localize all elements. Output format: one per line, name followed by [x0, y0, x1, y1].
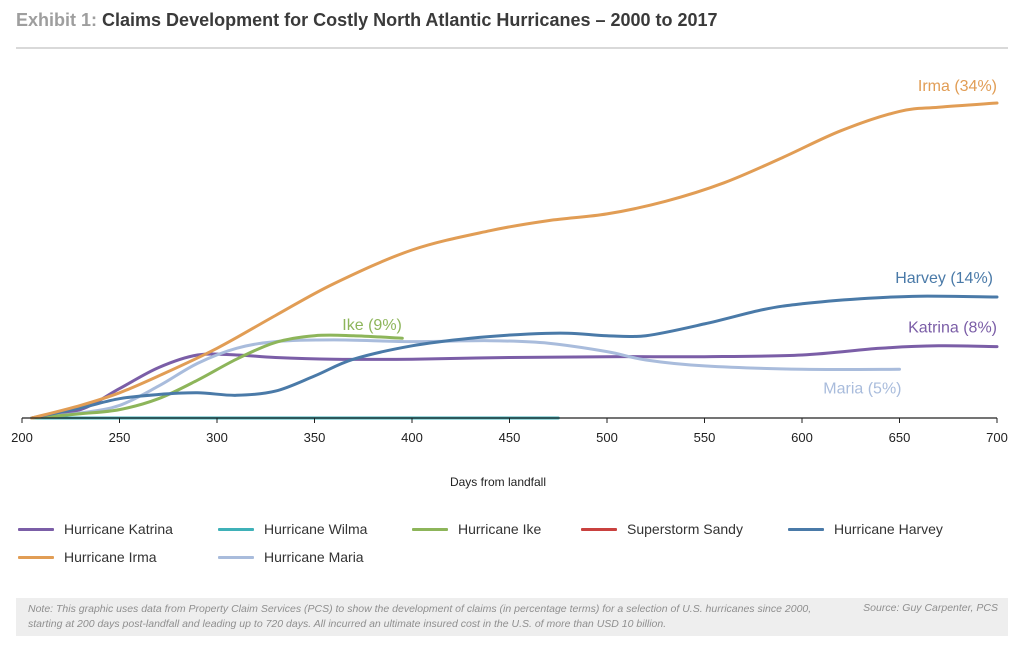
- legend-label: Hurricane Irma: [64, 549, 157, 565]
- end-label-hurricane-harvey: Harvey (14%): [895, 270, 993, 287]
- legend-label: Hurricane Maria: [264, 549, 364, 565]
- legend-label: Hurricane Ike: [458, 521, 542, 537]
- legend-label: Superstorm Sandy: [627, 521, 743, 537]
- chart-legend: Hurricane Katrina Hurricane Wilma Hurrican…: [18, 521, 1008, 581]
- legend-label: Hurricane Wilma: [264, 521, 368, 537]
- title-main: Claims Development for Costly North Atla…: [102, 10, 718, 30]
- x-tick-label: 350: [304, 430, 326, 445]
- series-line-hurricane-harvey: [30, 294, 999, 420]
- legend-swatch: [218, 555, 254, 559]
- legend-label: Hurricane Harvey: [834, 521, 943, 537]
- footer-note: Note: This graphic uses data from Proper…: [28, 603, 812, 630]
- footer-note-box: Note: This graphic uses data from Proper…: [16, 598, 1008, 636]
- series-layer: [30, 101, 999, 420]
- end-label-hurricane-katrina: Katrina (8%): [908, 320, 997, 337]
- title-divider: [16, 47, 1008, 49]
- x-tick-label: 450: [499, 430, 521, 445]
- x-tick-label: 250: [109, 430, 131, 445]
- legend-swatch: [218, 527, 254, 531]
- end-label-hurricane-irma: Irma (34%): [918, 78, 997, 95]
- legend-swatch: [18, 555, 54, 559]
- legend-item-hurricane-irma: Hurricane Irma: [18, 549, 157, 565]
- legend-item-hurricane-harvey: Hurricane Harvey: [788, 521, 943, 537]
- end-labels-layer: Katrina (8%) Ike (9%) Harvey (14%) Irma (34…: [342, 78, 997, 397]
- legend-swatch: [412, 527, 448, 531]
- source-credit: Source: Guy Carpenter, PCS: [863, 602, 998, 614]
- end-label-hurricane-ike: Ike (9%): [342, 317, 402, 334]
- end-label-hurricane-maria: Maria (5%): [823, 380, 901, 397]
- x-axis-label: Days from landfall: [450, 475, 546, 489]
- title-prefix: Exhibit 1:: [16, 10, 98, 30]
- legend-item-superstorm-sandy: Superstorm Sandy: [581, 521, 743, 537]
- x-tick-label: 550: [694, 430, 716, 445]
- x-tick-label: 400: [401, 430, 423, 445]
- x-tick-label: 500: [596, 430, 618, 445]
- legend-item-hurricane-maria: Hurricane Maria: [218, 549, 364, 565]
- x-tick-label: 700: [986, 430, 1008, 445]
- series-line-hurricane-maria: [30, 338, 901, 420]
- legend-item-hurricane-ike: Hurricane Ike: [412, 521, 541, 537]
- x-tick-label: 300: [206, 430, 228, 445]
- x-axis: 200 250 300 350 400 450 500 550 600 650 700: [11, 417, 1008, 445]
- x-tick-label: 200: [11, 430, 33, 445]
- claims-line-chart: Katrina (8%) Ike (9%) Harvey (14%) Irma (34…: [11, 78, 1008, 489]
- series-line-hurricane-katrina: [30, 344, 999, 420]
- legend-item-hurricane-katrina: Hurricane Katrina: [18, 521, 173, 537]
- page-title: Exhibit 1: Claims Development for Costly…: [16, 10, 718, 31]
- series-line-hurricane-ike: [30, 333, 404, 420]
- x-tick-label: 650: [889, 430, 911, 445]
- legend-swatch: [18, 527, 54, 531]
- x-tick-label: 600: [791, 430, 813, 445]
- legend-swatch: [788, 527, 824, 531]
- legend-item-hurricane-wilma: Hurricane Wilma: [218, 521, 367, 537]
- legend-label: Hurricane Katrina: [64, 521, 173, 537]
- legend-swatch: [581, 527, 617, 531]
- series-line-hurricane-irma: [30, 101, 999, 420]
